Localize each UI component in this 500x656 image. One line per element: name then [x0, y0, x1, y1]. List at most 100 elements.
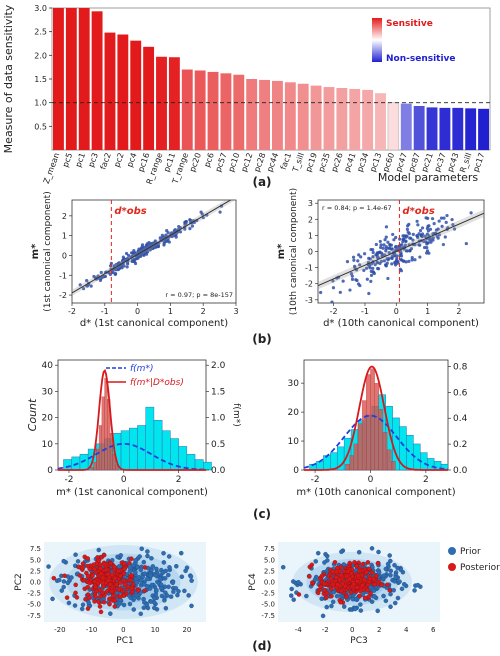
posterior-point-d2: [365, 587, 370, 593]
prior-point-d1: [170, 580, 176, 585]
posterior-point-d2: [322, 581, 327, 587]
data-point-b2: [426, 216, 430, 221]
prior-point-d2: [399, 586, 405, 592]
x-tick-label-b2: -1: [361, 307, 369, 316]
posterior-point-d2: [310, 580, 315, 585]
prior-point-d2: [330, 599, 336, 605]
data-point-b2: [390, 247, 394, 251]
y-tick-label-right-c2: 0.2: [453, 440, 467, 450]
posterior-point-d1: [64, 595, 70, 600]
prior-point-d1: [108, 611, 113, 616]
posterior-point-d2: [344, 594, 349, 600]
data-point-b2: [362, 252, 367, 256]
bar-pc57: [220, 73, 232, 150]
data-point-b1: [166, 238, 170, 242]
y-tick-label-right-c1: 0.5: [211, 440, 225, 450]
bar-pc6: [207, 71, 219, 150]
prior-point-d2: [383, 598, 389, 604]
posterior-point-d1: [130, 581, 136, 587]
posterior-point-d1: [81, 577, 87, 583]
y-tick-label-d2: 2.5: [264, 567, 275, 575]
prior-point-d2: [383, 566, 389, 572]
data-point-b2: [397, 244, 401, 248]
posterior-point-d1: [101, 552, 107, 558]
prior-point-d1: [184, 565, 190, 571]
prior-point-d2: [329, 603, 334, 609]
prior-point-d2: [388, 558, 393, 564]
posterior-point-d2: [307, 574, 312, 579]
data-point-b1: [162, 241, 166, 246]
colorbar: [372, 18, 382, 62]
data-point-b2: [410, 256, 414, 260]
prior-curve-c1: [57, 442, 206, 471]
prior-point-d1: [133, 570, 138, 575]
posterior-point-d1: [112, 604, 118, 609]
bar-fac2: [104, 32, 116, 150]
y-tick-label-b2: 0: [308, 248, 313, 257]
posterior-point-d2: [332, 560, 338, 565]
posterior-point-d1: [62, 573, 67, 578]
y-tick-label-right-c2: 0.4: [453, 414, 468, 424]
posterior-bin-c2: [349, 455, 355, 471]
data-point-b2: [365, 277, 369, 281]
y-tick-label-right-c1: 1.0: [211, 414, 226, 424]
x-tick-label-d2: 4: [404, 626, 409, 634]
posterior-point-d1: [142, 588, 148, 593]
data-point-b2: [441, 242, 445, 247]
data-point-b1: [111, 271, 115, 275]
data-point-b2: [387, 256, 391, 261]
legend-prior-label: f(m*): [130, 364, 153, 374]
bar-pc35: [323, 87, 335, 150]
bar-pc13: [375, 93, 386, 150]
prior-point-d1: [61, 584, 66, 590]
data-point-b2: [373, 263, 377, 267]
data-point-b2: [392, 238, 396, 242]
x-tick-label-fac2: fac2: [99, 152, 113, 171]
posterior-point-d2: [354, 585, 360, 590]
posterior-point-d1: [87, 580, 93, 586]
x-tick-label-pc1: pc1: [74, 152, 87, 169]
posterior-point-d1: [101, 561, 107, 567]
x-tick-label-d1: -20: [54, 626, 65, 634]
prior-point-d1: [139, 546, 144, 551]
posterior-bin-c2: [366, 374, 371, 471]
data-point-b2: [376, 267, 381, 271]
posterior-bin-c1: [101, 396, 105, 471]
prior-point-d2: [289, 593, 294, 598]
data-point-b2: [411, 232, 415, 236]
posterior-point-d2: [355, 573, 361, 578]
y-tick-label-d2: -7.5: [261, 612, 275, 620]
data-point-b1: [165, 228, 169, 233]
plot-frame-b1: [71, 199, 237, 304]
bar-pc4: [130, 40, 142, 150]
data-point-b2: [350, 274, 354, 278]
data-point-b2: [393, 253, 397, 257]
posterior-point-d1: [90, 573, 95, 579]
posterior-bin-c1: [98, 425, 103, 471]
data-point-b2: [330, 300, 334, 303]
prior-point-d2: [388, 573, 393, 578]
prior-point-d2: [391, 588, 396, 593]
data-point-b2: [413, 258, 417, 262]
legend-d-label-prior: Prior: [460, 547, 481, 557]
prior-point-d1: [138, 611, 144, 617]
bar-pc21: [426, 107, 438, 150]
posterior-point-d1: [118, 580, 123, 586]
data-point-b2: [356, 259, 360, 263]
prior-point-d1: [166, 584, 171, 590]
x-tick-label-pc2: pc2: [112, 152, 125, 169]
posterior-point-d1: [73, 590, 78, 596]
legend-d: Prior Posterior: [448, 547, 500, 573]
y-tick-label-d1: -2.5: [27, 590, 41, 598]
bar-pc16: [143, 46, 155, 150]
posterior-point-d2: [329, 593, 334, 599]
prior-point-d1: [173, 586, 179, 591]
data-point-b2: [399, 269, 403, 273]
posterior-point-d1: [107, 582, 113, 587]
posterior-point-d2: [387, 588, 392, 593]
prior-point-d2: [372, 594, 377, 599]
prior-point-d1: [186, 593, 191, 598]
x-axis-label-b1: d* (1st canonical component): [80, 318, 228, 329]
data-point-b2: [345, 260, 350, 264]
prior-point-d2: [315, 550, 321, 556]
